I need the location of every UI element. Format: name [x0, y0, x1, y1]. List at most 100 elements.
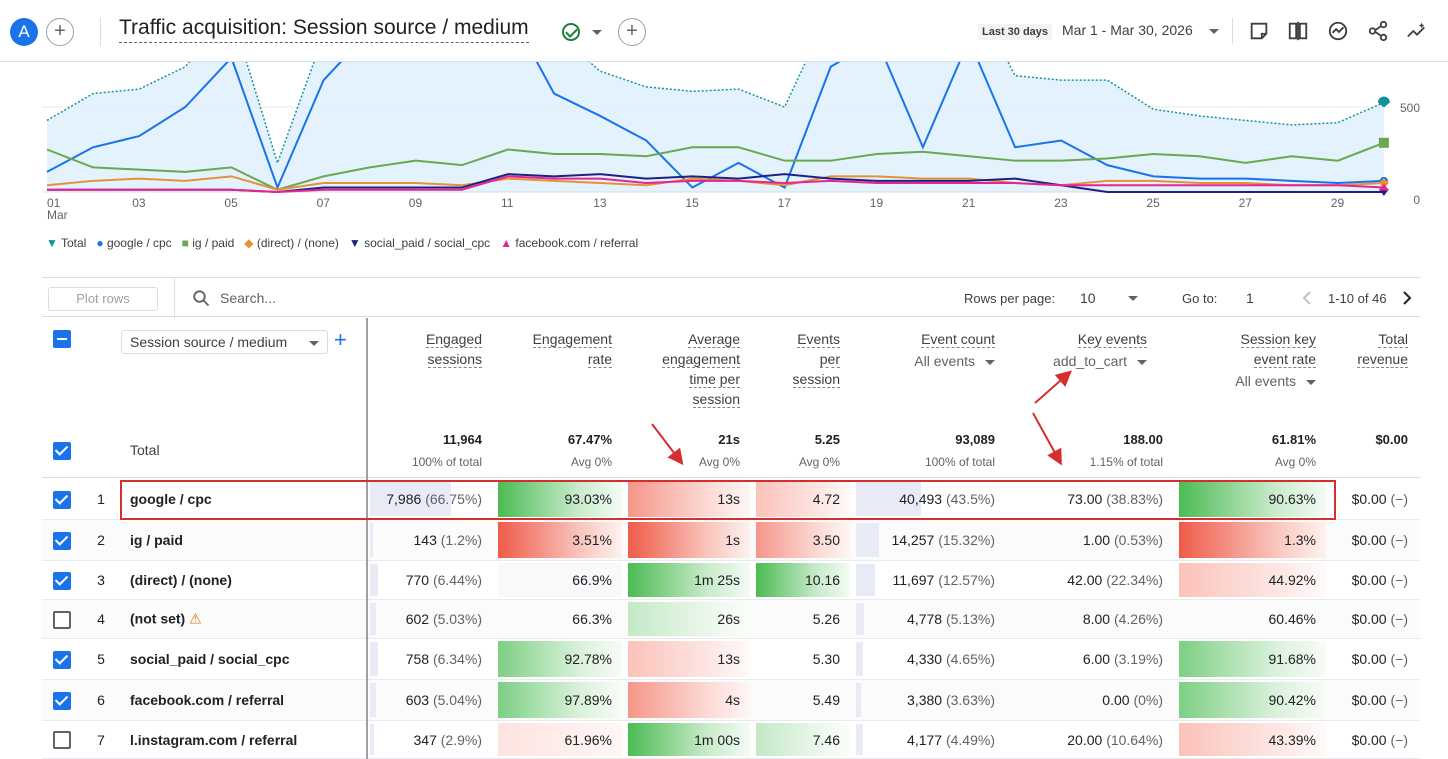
column-header[interactable]: Engagement rate	[496, 329, 612, 369]
chevron-down-icon[interactable]	[592, 30, 602, 35]
top-bar: A + Traffic acquisition: Session source …	[0, 0, 1448, 62]
customize-report-icon[interactable]	[1248, 20, 1270, 42]
chevron-down-icon[interactable]	[1209, 29, 1219, 34]
heatmap-fill	[756, 563, 850, 597]
legend-label: ig / paid	[192, 236, 235, 250]
legend-item: ■ ig / paid	[182, 236, 235, 250]
share-icon[interactable]	[1367, 20, 1389, 42]
table-row[interactable]: 7 l.instagram.com / referral 347 (2.9%) 61.…	[42, 721, 1420, 759]
row-dimension-value: (direct) / (none)	[130, 572, 232, 588]
compare-icon[interactable]	[1287, 20, 1309, 42]
heatmap-fill	[628, 602, 750, 636]
table-row[interactable]: 5 social_paid / social_cpc 758 (6.34%) 92.7…	[42, 639, 1420, 680]
search-input[interactable]: Search...	[220, 290, 277, 306]
x-tick-label: 29	[1331, 196, 1345, 210]
insights-icon[interactable]	[1327, 20, 1349, 42]
dimension-select[interactable]: Session source / medium	[121, 330, 328, 354]
row-checkbox[interactable]	[53, 610, 71, 629]
row-metric-cell: 1m 00s	[626, 721, 752, 758]
column-filter-select[interactable]: All events	[914, 351, 995, 371]
metric-share: (0%)	[1133, 692, 1163, 708]
column-header[interactable]: Session key event rate All events	[1177, 329, 1316, 391]
column-header[interactable]: Average engagement time per session	[626, 329, 740, 409]
trend-icon[interactable]	[1406, 20, 1428, 42]
row-checkbox[interactable]	[53, 691, 71, 710]
chevron-right-icon[interactable]	[1400, 290, 1414, 306]
report-title[interactable]: Traffic acquisition: Session source / me…	[119, 16, 529, 43]
column-header[interactable]: Event count All events	[854, 329, 995, 371]
column-header[interactable]: Events per session	[754, 329, 840, 389]
table-row[interactable]: 2 ig / paid 143 (1.2%) 3.51% 1s 3.50 14,257 (1…	[42, 520, 1420, 561]
metric-value: 4,330	[907, 651, 943, 667]
property-avatar[interactable]: A	[10, 18, 38, 46]
row-metric-cell: 7,986 (66.75%)	[368, 479, 494, 519]
total-sub: 100% of total	[411, 455, 482, 469]
row-checkbox[interactable]	[53, 571, 71, 590]
metric-value: 143	[413, 532, 437, 548]
metric-share: (3.19%)	[1113, 651, 1163, 667]
row-checkbox[interactable]	[53, 531, 71, 550]
add-report-button[interactable]: +	[618, 18, 646, 46]
column-header[interactable]: Engaged sessions	[368, 329, 482, 369]
row-checkbox[interactable]	[53, 490, 71, 509]
metric-value: 5.26	[812, 611, 840, 627]
warning-icon[interactable]: ⚠	[185, 610, 202, 627]
row-dimension-cell[interactable]: google / cpc	[130, 491, 212, 507]
legend-label: Total	[61, 236, 87, 250]
legend-marker-icon: ●	[96, 236, 107, 250]
metric-value: 44.92%	[1268, 572, 1316, 588]
select-all-checkbox[interactable]	[53, 330, 71, 348]
check-circle-icon[interactable]	[562, 23, 580, 41]
metric-share: (5.13%)	[945, 611, 995, 627]
column-filter-select[interactable]: All events	[1235, 371, 1316, 391]
legend-label: facebook.com / referral	[515, 236, 639, 250]
total-checkbox[interactable]	[53, 442, 71, 460]
rows-per-page-select[interactable]: 10	[1080, 290, 1096, 306]
table-row[interactable]: 1 google / cpc 7,986 (66.75%) 93.03% 13s 4.72…	[42, 479, 1420, 520]
series-line-facebook-com-referral	[47, 175, 1384, 194]
total-area	[47, 62, 1384, 192]
heatmap-fill	[1179, 481, 1326, 517]
row-dimension-cell[interactable]: (not set) ⚠	[130, 611, 202, 628]
row-dimension-cell[interactable]: ig / paid	[130, 532, 183, 548]
column-header-label: per	[819, 351, 840, 368]
date-range-picker[interactable]: Mar 1 - Mar 30, 2026	[1062, 22, 1193, 38]
metric-value: 603	[405, 692, 430, 708]
legend-item: ▼ social_paid / social_cpc	[349, 236, 490, 250]
total-sub: Avg 0%	[698, 455, 740, 469]
row-dimension-cell[interactable]: (direct) / (none)	[130, 572, 232, 588]
row-metric-cell: 90.42%	[1177, 680, 1328, 720]
add-dimension-button[interactable]: +	[334, 327, 347, 352]
row-number: 3	[97, 572, 105, 588]
column-header[interactable]: Key events add_to_cart	[1009, 329, 1163, 371]
table-row[interactable]: 3 (direct) / (none) 770 (6.44%) 66.9% 1m 25s…	[42, 561, 1420, 600]
heatmap-fill	[628, 682, 750, 718]
heatmap-fill	[628, 723, 750, 756]
metric-value: 758	[405, 651, 430, 667]
row-checkbox[interactable]	[53, 650, 71, 669]
x-tick-label: 01	[47, 196, 61, 210]
metric-value: 5.49	[812, 692, 840, 708]
plot-rows-button[interactable]: Plot rows	[48, 287, 158, 311]
filter-label: All events	[1235, 373, 1296, 389]
row-dimension-cell[interactable]: l.instagram.com / referral	[130, 732, 297, 748]
line-chart: 01 03 05 07 09 11 13 15 17 19 21 23 25 27 29 Mar 500 0	[42, 62, 1420, 222]
table-row[interactable]: 4 (not set) ⚠ 602 (5.03%) 66.3% 26s 5.26 4,778…	[42, 600, 1420, 639]
add-comparison-button[interactable]: +	[46, 18, 74, 46]
column-header-label: Events	[797, 331, 840, 348]
metric-value: 3.51%	[572, 532, 612, 548]
dimension-label: Session source / medium	[130, 334, 288, 350]
row-checkbox[interactable]	[53, 731, 71, 749]
x-tick-label: 15	[685, 196, 699, 210]
x-tick-label: 21	[962, 196, 976, 210]
metric-value: 43.39%	[1268, 731, 1316, 748]
row-dimension-cell[interactable]: social_paid / social_cpc	[130, 651, 290, 667]
chevron-down-icon	[985, 359, 995, 365]
column-header[interactable]: Total revenue	[1330, 329, 1408, 369]
table-row[interactable]: 6 facebook.com / referral 603 (5.04%) 97.89…	[42, 680, 1420, 721]
chevron-left-icon[interactable]	[1300, 290, 1314, 306]
chevron-down-icon[interactable]	[1128, 296, 1138, 301]
goto-input[interactable]: 1	[1246, 290, 1254, 306]
column-filter-select[interactable]: add_to_cart	[1053, 351, 1147, 371]
row-dimension-cell[interactable]: facebook.com / referral	[130, 692, 284, 708]
